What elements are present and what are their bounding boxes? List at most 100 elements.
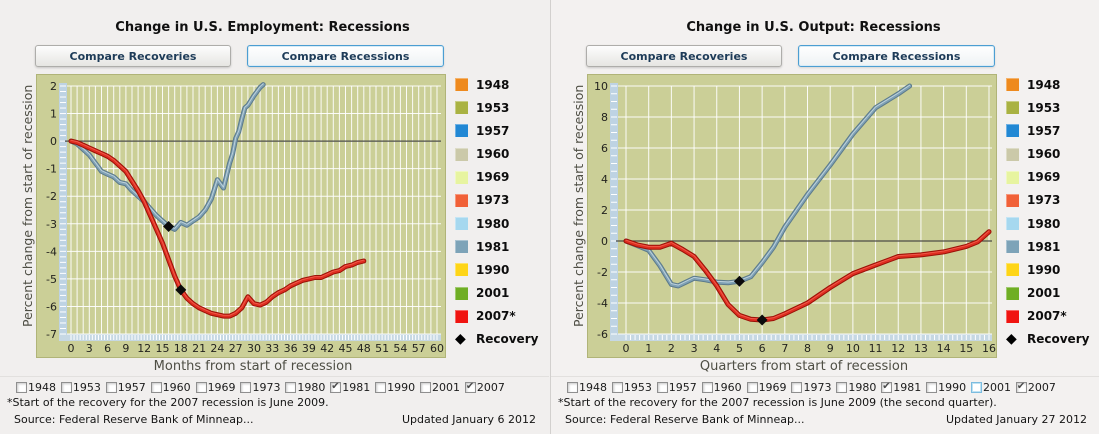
legend-item: 1980 [1006,216,1098,231]
series-checkbox-1957[interactable]: 1957 [105,381,146,394]
checkbox[interactable] [420,382,432,393]
series-checkbox-1973[interactable]: 1973 [240,381,280,394]
checkbox-label: 1973 [252,381,281,394]
legend-label: 1981 [476,239,510,254]
checkbox[interactable] [656,382,668,393]
legend-item: 1960 [1006,147,1098,162]
series-checkbox-1953[interactable]: 1953 [611,381,652,394]
legend-item: 1960 [455,147,547,162]
checkbox[interactable] [567,382,578,393]
checkbox[interactable] [105,382,117,393]
source-text: Source: Federal Reserve Bank of Minneap.… [14,413,254,426]
legend-swatch [455,193,468,207]
series-checkbox-2001[interactable]: 2001 [420,381,460,394]
checkbox[interactable] [611,382,623,393]
svg-text:-6: -6 [46,300,57,313]
checkbox[interactable] [195,382,207,393]
legend-item: 1957 [1006,123,1098,138]
series-checkbox-1969[interactable]: 1969 [195,381,236,394]
source-text: Source: Federal Reserve Bank of Minneap.… [565,413,805,426]
compare-recessions-button[interactable]: Compare Recessions [247,45,444,67]
checkbox[interactable] [60,382,72,393]
series-checkbox-1948[interactable]: 1948 [567,381,607,394]
legend-item: ◆ Recovery [455,332,547,347]
recovery-diamond-marker [756,314,768,326]
checkbox[interactable] [836,382,848,393]
svg-text:9: 9 [122,342,129,355]
series-checkbox-1990[interactable]: 1990 [375,381,415,394]
svg-text:4: 4 [601,173,608,186]
legend-label: 1980 [476,216,510,231]
series-checkbox-2007[interactable]: 2007 [464,381,505,394]
page-title: Change in U.S. Output: Recessions [686,19,941,35]
checkbox[interactable] [240,382,252,393]
checkbox[interactable] [16,382,27,393]
legend-label: 1990 [476,262,510,277]
checkbox-label: 1948 [579,381,607,394]
checkbox[interactable] [971,382,983,393]
series-checkbox-1957[interactable]: 1957 [656,381,697,394]
series-checkbox-1980[interactable]: 1980 [836,381,876,394]
legend-swatch [1006,309,1019,323]
svg-text:3: 3 [86,342,93,355]
checkbox-checked[interactable] [330,381,342,393]
checkbox-label: 2007 [1027,381,1056,394]
legend-item: 1980 [455,216,547,231]
x-axis-title: Quarters from start of recession [699,359,909,374]
checkbox[interactable] [150,382,162,393]
series-checkbox-1953[interactable]: 1953 [60,381,101,394]
checkbox[interactable] [285,382,297,393]
legend-label: 1953 [476,100,510,115]
compare-recessions-button[interactable]: Compare Recessions [798,45,995,67]
checkbox[interactable] [746,382,758,393]
series-checkbox-1981[interactable]: 1981 [881,381,921,394]
legend-swatch [455,124,468,138]
legend-label: 2007* [1027,309,1067,324]
legend-item: ◆ Recovery [1006,332,1098,347]
legend-label: 1960 [476,147,510,162]
series-checkbox-1973[interactable]: 1973 [791,381,831,394]
series-checkbox-1960[interactable]: 1960 [150,381,191,394]
checkbox-checked[interactable] [1015,381,1027,393]
checkbox[interactable] [375,382,387,393]
legend-item: 1969 [1006,170,1098,185]
checkbox[interactable] [791,382,803,393]
compare-recoveries-button[interactable]: Compare Recoveries [586,45,782,67]
recovery-diamond-marker [163,221,175,233]
series-checkbox-2001[interactable]: 2001 [971,381,1011,394]
checkbox-label: 1980 [848,381,877,394]
series-checkbox-1981[interactable]: 1981 [330,381,370,394]
svg-text:21: 21 [192,342,206,355]
svg-text:12: 12 [137,342,151,355]
series-checkbox-1948[interactable]: 1948 [16,381,56,394]
series-checkbox-2007[interactable]: 2007 [1015,381,1056,394]
checkbox-label: 1981 [893,381,922,394]
checkbox-label: 1948 [28,381,56,394]
legend-item: 1981 [1006,239,1098,254]
legend-label: 2001 [1027,286,1061,301]
checkbox-checked[interactable] [881,381,893,393]
legend-item: 1957 [455,123,547,138]
legend-label: 1957 [476,123,510,138]
compare-recoveries-button[interactable]: Compare Recoveries [35,45,231,67]
svg-text:5: 5 [736,342,743,355]
svg-text:8: 8 [601,111,608,124]
legend-item: 1953 [1006,100,1098,115]
legend-label: 1980 [1027,216,1061,231]
svg-text:30: 30 [247,342,261,355]
svg-text:15: 15 [959,342,973,355]
checkbox-checked[interactable] [464,381,476,393]
series-checkbox-1990[interactable]: 1990 [926,381,966,394]
series-checkbox-1960[interactable]: 1960 [701,381,742,394]
legend-item: 2001 [1006,286,1098,301]
svg-text:24: 24 [210,342,224,355]
checkbox[interactable] [926,382,938,393]
legend-item: 1990 [1006,262,1098,277]
checkbox-label: 1953 [72,381,101,394]
svg-text:-2: -2 [597,266,608,279]
footnote: *Start of the recovery for the 2007 rece… [7,396,329,409]
series-checkbox-1969[interactable]: 1969 [746,381,787,394]
series-checkbox-1980[interactable]: 1980 [285,381,325,394]
legend-swatch [455,101,468,115]
checkbox[interactable] [701,382,713,393]
